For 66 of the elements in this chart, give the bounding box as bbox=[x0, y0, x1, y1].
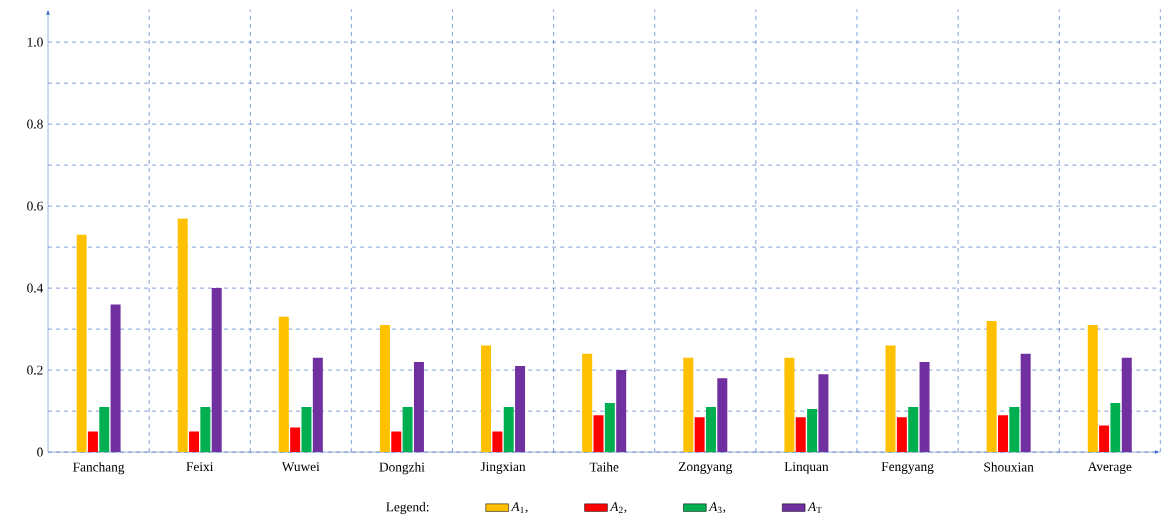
bar bbox=[481, 345, 492, 453]
x-tick-label: Taihe bbox=[589, 462, 619, 472]
bar bbox=[784, 357, 795, 453]
bar bbox=[885, 345, 896, 453]
bar bbox=[1087, 324, 1098, 453]
x-tick-label: Linquan bbox=[784, 462, 829, 474]
y-tick-label: 0 bbox=[37, 447, 43, 457]
bar bbox=[312, 357, 323, 453]
bar bbox=[200, 406, 211, 453]
bar bbox=[503, 406, 514, 453]
bar bbox=[997, 415, 1008, 453]
bar bbox=[189, 431, 200, 453]
bar bbox=[402, 406, 413, 453]
y-tick-label: 0.4 bbox=[27, 283, 44, 293]
bar bbox=[795, 417, 806, 453]
legend-title: Legend: bbox=[386, 501, 429, 515]
x-tick-label: Wuwei bbox=[281, 462, 320, 472]
bar bbox=[919, 361, 930, 453]
x-tick-label: Dongzhi bbox=[379, 462, 425, 475]
bar bbox=[694, 417, 705, 453]
legend-label: A$_{2}$, bbox=[609, 502, 627, 514]
bar bbox=[76, 234, 87, 453]
bar bbox=[87, 431, 98, 453]
bar bbox=[1121, 357, 1132, 453]
y-tick-label: 0.8 bbox=[27, 119, 43, 129]
bar bbox=[515, 365, 526, 453]
bar bbox=[110, 304, 121, 453]
x-tick-label: Jingxian bbox=[480, 462, 526, 474]
bar bbox=[391, 431, 402, 453]
x-tick-label: Feixi bbox=[186, 462, 214, 472]
x-tick-label: Shouxian bbox=[984, 462, 1034, 472]
legend-label: A$_{T}$ bbox=[807, 502, 822, 513]
bar bbox=[582, 353, 593, 453]
x-tick-label: Average bbox=[1087, 462, 1132, 474]
x-tick-label: Fengyang bbox=[881, 462, 934, 474]
bar bbox=[177, 218, 188, 453]
bar bbox=[1009, 406, 1020, 453]
y-tick-label: 0.2 bbox=[27, 365, 43, 375]
bar bbox=[1099, 425, 1110, 453]
bar bbox=[593, 415, 604, 453]
bar bbox=[896, 417, 907, 453]
bar bbox=[683, 357, 694, 453]
bar bbox=[211, 288, 222, 453]
bar bbox=[986, 320, 997, 453]
bar bbox=[616, 370, 627, 453]
bar bbox=[908, 406, 919, 453]
bar bbox=[301, 406, 312, 453]
bar bbox=[1020, 353, 1031, 453]
bar bbox=[604, 402, 615, 453]
x-tick-label: Fanchang bbox=[73, 462, 125, 475]
bar bbox=[807, 409, 818, 453]
bar bbox=[818, 374, 829, 453]
bar bbox=[413, 361, 424, 453]
bar bbox=[492, 431, 503, 453]
bar bbox=[379, 324, 390, 453]
bar bbox=[705, 406, 716, 453]
bar bbox=[290, 427, 301, 453]
bar bbox=[99, 406, 110, 453]
bar bbox=[717, 378, 728, 453]
y-tick-label: 1.0 bbox=[27, 37, 43, 47]
x-tick-label: Zongyang bbox=[678, 462, 733, 474]
legend-label: A$_{3}$, bbox=[708, 502, 726, 514]
bar bbox=[1110, 402, 1121, 453]
legend-label: A$_{1}$, bbox=[510, 502, 528, 514]
bar bbox=[278, 316, 289, 453]
y-tick-label: 0.6 bbox=[27, 201, 43, 211]
